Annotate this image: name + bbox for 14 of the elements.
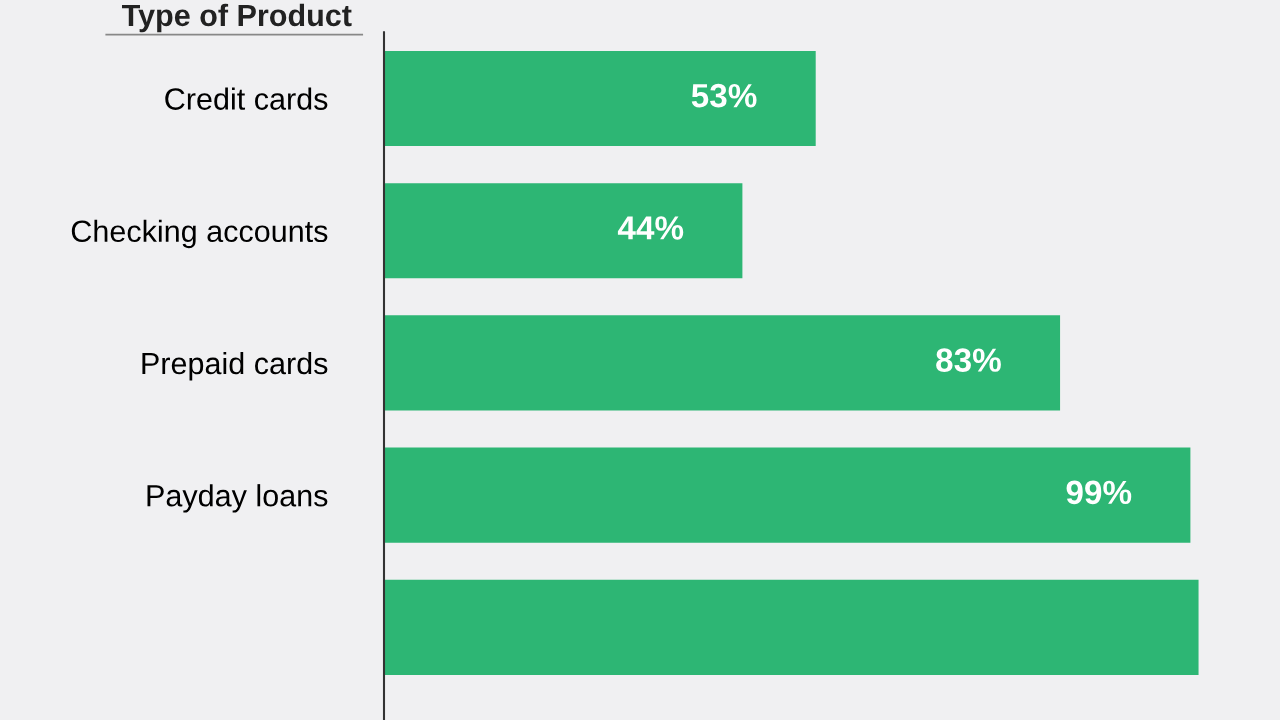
data-label: 44%: [617, 216, 684, 240]
data-label: 99%: [1066, 480, 1132, 505]
y-tick-label: Credit cards: [165, 87, 328, 110]
bar: [384, 579, 1199, 676]
bar: [384, 50, 816, 147]
bar: [384, 447, 1191, 543]
y-tick-label: Checking accounts: [71, 219, 328, 249]
y-tick-label: Payday loans: [147, 484, 328, 513]
data-label: 53%: [691, 83, 757, 108]
y-tick-label: Prepaid cards: [142, 351, 328, 381]
y-axis-title: Type of Product: [121, 3, 352, 33]
bar: [384, 315, 1061, 411]
data-label: 83%: [936, 348, 1001, 372]
bar: [384, 183, 743, 279]
